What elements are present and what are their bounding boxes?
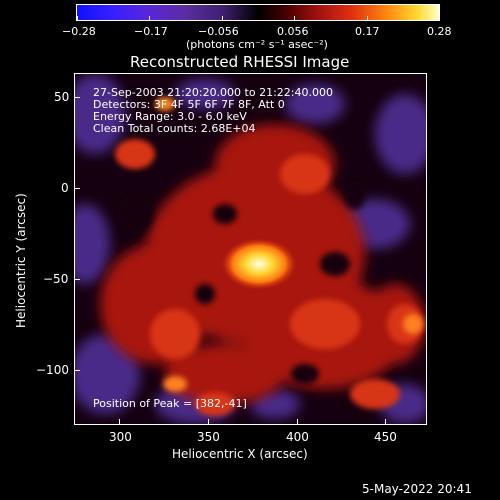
x-axis-tick: [385, 419, 386, 425]
y-axis-label: Heliocentric Y (arcsec): [14, 193, 28, 328]
colorbar: [76, 4, 440, 21]
timestamp: 5-May-2022 20:41: [362, 482, 472, 496]
colorbar-tick-label: −0.056: [198, 25, 239, 38]
y-axis-tick: [74, 97, 80, 98]
colorbar-tick: [222, 16, 223, 20]
plot-title: Reconstructed RHESSI Image: [130, 53, 350, 71]
info-time-range: 27-Sep-2003 21:20:20.000 to 21:22:40.000: [93, 86, 333, 99]
x-tick-label: 300: [109, 430, 132, 444]
x-axis-tick: [297, 419, 298, 425]
peak-position: Position of Peak = [382,-41]: [93, 397, 247, 410]
flare-map: [75, 74, 426, 424]
colorbar-tick: [294, 16, 295, 20]
y-tick-label: −50: [43, 272, 69, 286]
info-energy-range: Energy Range: 3.0 - 6.0 keV: [93, 110, 247, 123]
colorbar-tick: [367, 16, 368, 20]
y-axis-tick: [74, 370, 80, 371]
colorbar-tick-label: −0.28: [62, 25, 96, 38]
colorbar-tick-label: 0.056: [277, 25, 309, 38]
x-axis-label: Heliocentric X (arcsec): [172, 447, 308, 461]
info-total-counts: Clean Total counts: 2.68E+04: [93, 122, 256, 135]
x-axis-tick: [208, 419, 209, 425]
colorbar-tick: [439, 16, 440, 20]
x-tick-label: 450: [374, 430, 397, 444]
y-axis-tick: [74, 188, 80, 189]
colorbar-unit-label: (photons cm⁻² s⁻¹ asec⁻²): [186, 38, 328, 51]
x-tick-label: 350: [197, 430, 220, 444]
colorbar-tick-label: −0.17: [134, 25, 168, 38]
y-tick-label: 50: [54, 90, 70, 104]
y-axis-tick: [74, 279, 80, 280]
colorbar-tick-label: 0.17: [355, 25, 380, 38]
colorbar-tick: [149, 16, 150, 20]
colorbar-tick-label: 0.28: [427, 25, 452, 38]
info-detectors: Detectors: 3F 4F 5F 6F 7F 8F, Att 0: [93, 98, 285, 111]
rhessi-image: [74, 73, 427, 425]
colorbar-tick: [77, 16, 78, 20]
flare-peak: [221, 238, 297, 290]
y-tick-label: −100: [36, 363, 69, 377]
x-tick-label: 400: [286, 430, 309, 444]
y-tick-label: 0: [61, 181, 69, 195]
x-axis-tick: [119, 419, 120, 425]
